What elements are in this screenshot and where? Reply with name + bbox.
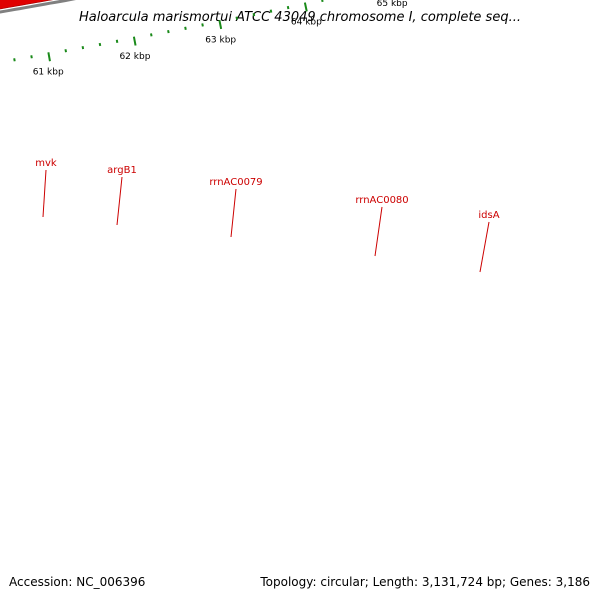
scale-tick: [150, 33, 153, 37]
backbone-line: [0, 0, 77, 14]
gene-label: idsA: [478, 210, 499, 221]
scale-tick: [321, 0, 324, 3]
backbone: [0, 0, 77, 14]
label-leaders: [42, 169, 490, 273]
scale-tick: [303, 2, 308, 12]
kbp-label: 62 kbp: [119, 52, 150, 62]
gene-label: argB1: [107, 165, 137, 176]
minor-ticks: [13, 0, 324, 62]
scale-tick: [13, 58, 16, 62]
scale-tick: [64, 49, 67, 53]
scale-tick: [47, 52, 51, 62]
kbp-label: 63 kbp: [205, 35, 236, 45]
scale-tick: [98, 42, 102, 47]
feature-track: [0, 0, 54, 10]
label-leader: [479, 221, 490, 273]
map-title: Haloarcula marismortui ATCC 43049 chromo…: [79, 10, 521, 25]
scale-tick: [184, 26, 187, 30]
scale-tick: [167, 29, 170, 34]
genome-summary-text: Topology: circular; Length: 3,131,724 bp…: [260, 575, 590, 589]
accession-text: Accession: NC_006396: [9, 575, 146, 589]
kbp-label: 64 kbp: [291, 18, 322, 28]
scale-tick: [30, 55, 33, 59]
gene-arrow: [0, 0, 54, 10]
scale-tick: [218, 19, 223, 30]
gene-labels: mvk argB1 rrnAC0079 rrnAC0080 idsA: [35, 158, 499, 221]
label-leader: [230, 188, 237, 238]
scale-tick: [132, 36, 137, 46]
label-leader: [116, 176, 123, 226]
scale-tick: [252, 12, 256, 17]
scale-tick: [286, 5, 290, 10]
label-leader: [374, 206, 383, 257]
kbp-label: 61 kbp: [33, 68, 64, 78]
gene-label: rrnAC0080: [355, 195, 408, 206]
label-leader: [42, 169, 47, 218]
scale-tick: [269, 9, 273, 13]
scale-tick: [201, 23, 204, 27]
gene-label: mvk: [35, 158, 57, 169]
gene-label: rrnAC0079: [209, 177, 262, 188]
kbp-label: 65 kbp: [377, 0, 408, 9]
scale-tick: [81, 45, 85, 50]
scale-tick: [235, 16, 239, 20]
scale-tick: [115, 39, 119, 43]
